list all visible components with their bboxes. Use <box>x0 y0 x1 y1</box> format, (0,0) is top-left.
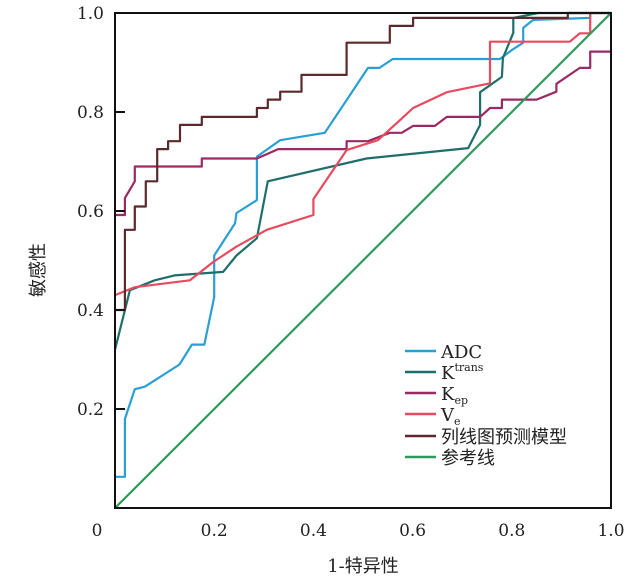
y-axis: 0.2 0.4 0.6 0.8 1.0 <box>77 4 125 420</box>
legend-label-subscript: e <box>454 415 461 428</box>
legend-label: Ve <box>440 405 461 428</box>
roc-curve-3 <box>114 13 592 297</box>
origin-label: 0 <box>92 521 103 541</box>
curves-layer <box>113 11 612 509</box>
roc-curve-4 <box>115 11 611 312</box>
x-tick-label: 0.8 <box>498 521 525 541</box>
y-axis-label: 敏感性 <box>28 243 49 297</box>
legend-label-main: 参考线 <box>441 448 495 469</box>
legend-label: Kep <box>441 384 468 407</box>
x-tick-label: 0.4 <box>300 521 327 541</box>
legend-label: 参考线 <box>441 448 495 469</box>
legend-label: Ktrans <box>441 361 484 384</box>
legend-label-main: V <box>440 405 455 426</box>
legend-label: ADC <box>440 342 482 363</box>
legend-label-main: K <box>441 363 455 384</box>
legend-label-main: K <box>441 384 455 405</box>
x-tick-label: 0.6 <box>399 521 426 541</box>
y-tick-label: 0.4 <box>77 301 104 321</box>
y-tick-label: 0.2 <box>77 400 104 420</box>
legend-label: 列线图预测模型 <box>441 427 567 448</box>
x-tick-label: 1.0 <box>597 521 624 541</box>
x-tick-label: 0.2 <box>201 521 228 541</box>
y-tick-label: 0.8 <box>77 103 104 123</box>
legend-label-main: 列线图预测模型 <box>441 427 567 448</box>
x-axis-label: 1-特异性 <box>327 556 399 577</box>
legend-label-superscript: trans <box>454 361 483 374</box>
legend-label-main: ADC <box>440 342 482 363</box>
roc-curve-2 <box>115 50 611 217</box>
roc-curve-0 <box>115 13 592 478</box>
y-tick-label: 1.0 <box>77 4 104 24</box>
plot-frame <box>114 12 612 509</box>
roc-curve-5 <box>114 12 612 509</box>
x-axis: 0.2 0.4 0.6 0.8 1.0 <box>201 521 625 541</box>
legend-label-subscript: ep <box>454 394 468 407</box>
roc-curve-1 <box>113 11 611 350</box>
y-tick-label: 0.6 <box>77 202 104 222</box>
